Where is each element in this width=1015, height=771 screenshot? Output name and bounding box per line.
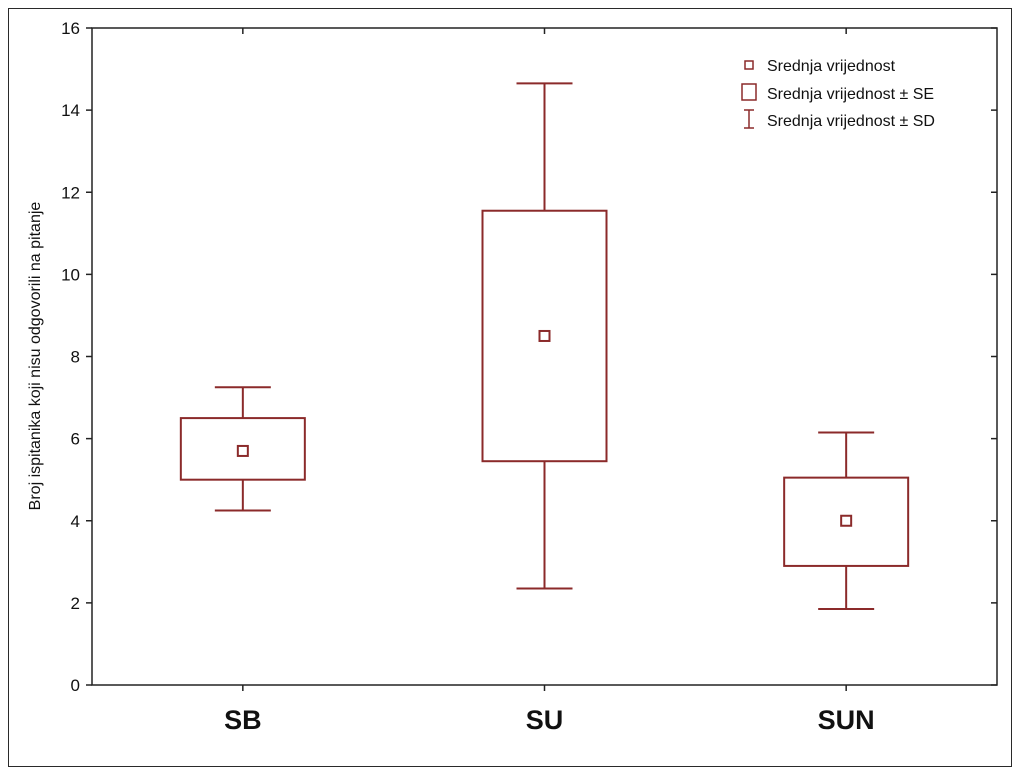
y-tick-label: 16 <box>61 19 80 38</box>
y-tick-label: 0 <box>71 676 80 695</box>
legend-mean-marker <box>744 60 754 70</box>
legend: Srednja vrijednost Srednja vrijednost ± … <box>741 58 935 130</box>
y-tick-label: 4 <box>71 512 80 531</box>
y-tick-label: 12 <box>61 183 80 202</box>
mean-marker <box>538 329 551 342</box>
y-tick-label: 2 <box>71 594 80 613</box>
x-tick-label: SU <box>526 705 564 735</box>
y-tick-label: 8 <box>71 348 80 367</box>
box-sb <box>179 386 306 512</box>
legend-mean-label: Srednja vrijednost <box>767 58 896 75</box>
y-axis: 0 2 4 6 8 10 12 14 16 <box>61 19 997 695</box>
mean-marker <box>840 514 853 527</box>
legend-se-label: Srednja vrijednost ± SE <box>767 86 934 103</box>
box-series <box>179 82 910 611</box>
legend-sd-marker <box>744 109 754 129</box>
y-tick-label: 14 <box>61 101 80 120</box>
y-tick-label: 6 <box>71 430 80 449</box>
legend-se-marker <box>741 83 757 101</box>
x-tick-label: SUN <box>818 705 875 735</box>
legend-sd-label: Srednja vrijednost ± SD <box>767 113 935 130</box>
mean-marker <box>236 444 249 457</box>
y-axis-title: Broj ispitanika koji nisu odgovorili na … <box>27 202 44 511</box>
y-tick-label: 10 <box>61 265 80 284</box>
x-tick-label: SB <box>224 705 262 735</box>
x-axis: SB SU SUN <box>224 28 875 735</box>
box-su <box>481 82 608 590</box>
box-sun <box>783 431 910 611</box>
